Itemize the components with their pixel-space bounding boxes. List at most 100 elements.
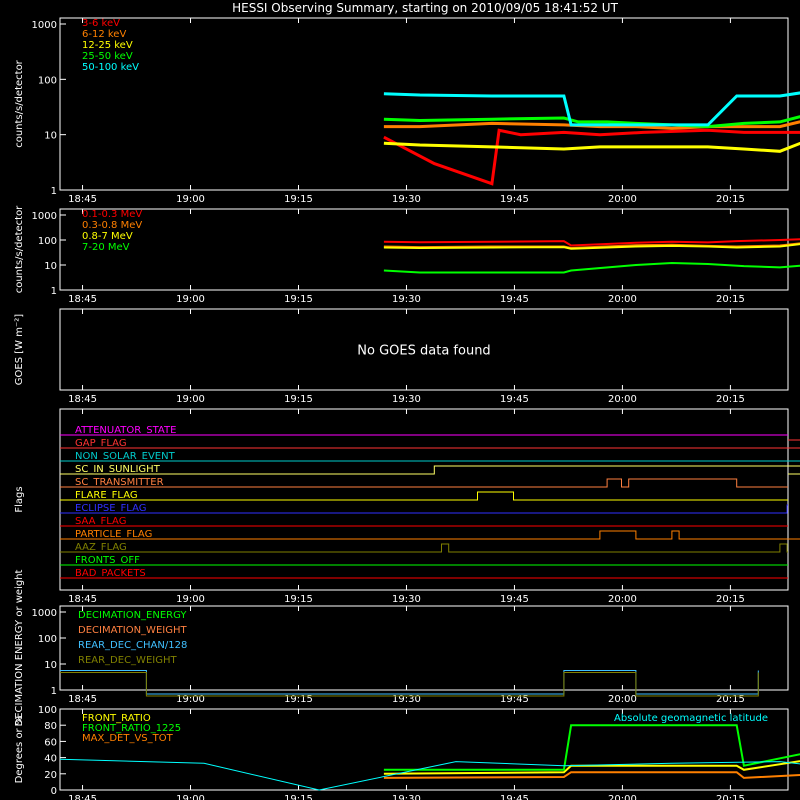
flag-line-5 (60, 491, 788, 501)
panel-5-frame (59, 708, 789, 791)
panel-1-legend-1: 0.3-0.8 MeV (82, 220, 142, 231)
x-tick-label: 19:15 (284, 794, 313, 800)
panel-1-frame (59, 208, 789, 291)
x-tick-label: 20:15 (716, 594, 745, 605)
flag-line-3 (60, 465, 800, 475)
x-tick-label: 20:15 (716, 394, 745, 405)
x-tick-label: 19:00 (176, 794, 205, 800)
x-tick-label: 19:15 (284, 194, 313, 205)
flag-line-4 (60, 478, 788, 488)
flag-label-5: FLARE_FLAG (75, 490, 138, 501)
flag-line-9 (60, 543, 788, 553)
panel-0-legend-2: 12-25 keV (82, 40, 133, 51)
x-tick-label: 19:30 (392, 794, 421, 800)
y-tick-label: 20 (44, 770, 57, 781)
y-tick-label: 100 (38, 634, 57, 645)
panels-container: 18:45 19:00 19:15 19:30 19:45 20:00 20:15 1 10 10… (14, 17, 800, 800)
x-tick-label: 20:15 (716, 794, 745, 800)
panel-1-legend-2: 0.8-7 MeV (82, 231, 133, 242)
panel-3-ylabel: Flags (14, 486, 25, 512)
percent-line-0 (383, 760, 800, 775)
flag-line-2 (60, 460, 800, 462)
flag-label-3: SC_IN_SUNLIGHT (75, 464, 161, 475)
x-tick-label: 19:15 (284, 594, 313, 605)
flag-label-7: SAA_FLAG (75, 516, 126, 527)
flag-line-6 (60, 504, 788, 514)
x-tick-label: 19:00 (176, 294, 205, 305)
panel-0-series (383, 91, 800, 186)
panel-2-frame (59, 308, 789, 391)
y-tick-label: 1000 (32, 608, 57, 619)
panel-0-legend-4: 50-100 keV (82, 62, 139, 73)
panel-4-legend-3: REAR_DEC_WEIGHT (78, 655, 177, 666)
percent-legend-2: MAX_DET_VS_TOT (82, 733, 174, 744)
percent-line-2 (383, 771, 800, 779)
x-tick-label: 18:45 (68, 794, 97, 800)
series-line-0.1-0.3 MeV (383, 238, 800, 247)
x-tick-label: 19:45 (500, 294, 529, 305)
flag-label-4: SC_TRANSMITTER (75, 477, 164, 488)
x-tick-label: 19:30 (392, 294, 421, 305)
x-tick-label: 19:15 (284, 294, 313, 305)
x-tick-label: 19:30 (392, 194, 421, 205)
y-tick-label: 10 (44, 261, 57, 272)
x-tick-label: 19:30 (392, 694, 421, 705)
percent-legend-0: FRONT_RATIO (82, 713, 151, 724)
x-tick-label: 20:00 (608, 794, 637, 800)
x-tick-label: 19:00 (176, 394, 205, 405)
panel-1-ylabel: counts/s/detector (14, 205, 25, 293)
x-tick-label: 19:15 (284, 394, 313, 405)
x-tick-label: 19:45 (500, 194, 529, 205)
x-tick-label: 20:15 (716, 194, 745, 205)
x-tick-label: 19:45 (500, 794, 529, 800)
y-tick-label: 1 (51, 286, 57, 297)
panel-0-legend-3: 25-50 keV (82, 51, 133, 62)
y-tick-label: 100 (38, 75, 57, 86)
series-line-12-25 keV (383, 141, 800, 153)
x-tick-label: 19:45 (500, 594, 529, 605)
percent-line-3 (59, 758, 800, 791)
x-tick-label: 19:30 (392, 394, 421, 405)
panel-4-ylabel: DECIMATION ENERGY or weight (14, 569, 25, 726)
flag-label-2: NON_SOLAR_EVENT (75, 451, 176, 462)
x-tick-label: 19:30 (392, 594, 421, 605)
flag-line-8 (60, 530, 800, 540)
x-tick-label: 19:00 (176, 694, 205, 705)
x-tick-label: 19:45 (500, 694, 529, 705)
panel-1-series (383, 238, 800, 274)
y-tick-label: 100 (38, 705, 57, 716)
flag-label-11: BAD_PACKETS (75, 568, 146, 579)
flag-label-8: PARTICLE_FLAG (75, 529, 152, 540)
flag-label-0: ATTENUATOR_STATE (75, 425, 176, 436)
x-tick-label: 19:45 (500, 394, 529, 405)
percent-legend-1: FRONT_RATIO_1225 (82, 723, 181, 734)
x-tick-label: 18:45 (68, 294, 97, 305)
percent-legend-3: Absolute geomagnetic latitude (614, 713, 768, 724)
y-tick-label: 40 (44, 754, 57, 765)
x-tick-label: 18:45 (68, 594, 97, 605)
x-tick-label: 20:00 (608, 394, 637, 405)
x-tick-label: 20:00 (608, 594, 637, 605)
panel-5-ylabel: Degrees or % (14, 716, 25, 784)
panel-4-legend-0: DECIMATION_ENERGY (78, 610, 187, 621)
y-tick-label: 80 (44, 721, 57, 732)
y-tick-label: 10 (44, 131, 57, 142)
series-line-0.8-7 MeV (383, 243, 800, 250)
flag-line-1 (60, 439, 800, 449)
y-tick-label: 1000 (32, 211, 57, 222)
goes-no-data-message: No GOES data found (357, 344, 490, 359)
series-line-6-12 keV (383, 120, 800, 130)
x-tick-label: 18:45 (68, 394, 97, 405)
panel-4-legend-2: REAR_DEC_CHAN/128 (78, 640, 187, 651)
flag-label-6: ECLIPSE_FLAG (75, 503, 146, 514)
series-line-7-20 MeV (383, 261, 800, 274)
flag-label-1: GAP_FLAG (75, 438, 127, 449)
figure-title: HESSI Observing Summary, starting on 201… (232, 1, 618, 15)
panel-0-ylabel: counts/s/detector (14, 59, 25, 147)
x-tick-label: 19:15 (284, 694, 313, 705)
percent-line-1 (383, 724, 800, 771)
x-tick-label: 18:45 (68, 694, 97, 705)
panel-0-legend-0: 3-6 keV (82, 18, 120, 29)
panel-2-ylabel: GOES [W m⁻²] (14, 314, 25, 385)
x-tick-label: 18:45 (68, 194, 97, 205)
